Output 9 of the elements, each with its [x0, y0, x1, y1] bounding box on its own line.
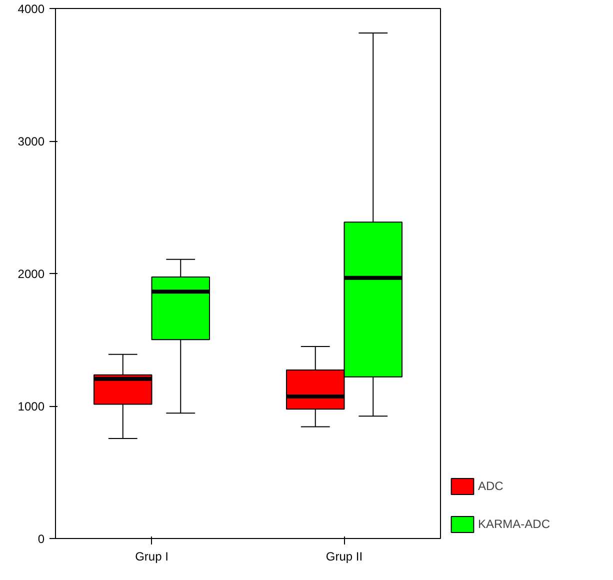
x-tick-label: Grup I	[135, 550, 168, 564]
y-tick-label: 0	[38, 532, 45, 546]
y-tick-label: 4000	[18, 2, 45, 16]
x-tick-label: Grup II	[326, 550, 363, 564]
legend-label: KARMA-ADC	[478, 517, 550, 531]
y-tick-label: 2000	[18, 267, 45, 281]
y-tick-label: 1000	[18, 400, 45, 414]
legend-label: ADC	[478, 479, 504, 493]
y-tick-label: 3000	[18, 134, 45, 148]
